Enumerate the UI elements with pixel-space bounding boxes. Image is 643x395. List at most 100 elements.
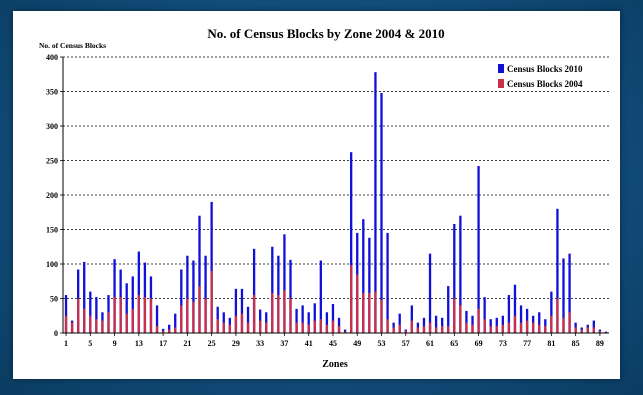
y-tick-label: 50 [50,295,58,304]
bar-2004-zone-53 [380,299,383,333]
bar-2010-zone-83 [562,258,565,333]
bar-2004-zone-10 [119,297,122,333]
bar-2004-zone-60 [422,326,426,333]
bar-2010-zone-19 [174,313,177,333]
bar-2004-zone-44 [325,324,329,333]
bar-2004-zone-31 [246,322,250,333]
chart-panel: No. of Census Blocks by Zone 2004 & 2010… [13,11,620,379]
bar-2004-zone-45 [331,320,335,333]
bar-2010-zone-67 [465,310,468,333]
bar-2010-zone-48 [350,152,353,333]
bar-2004-zone-82 [556,298,559,333]
bar-2004-zone-59 [416,327,420,333]
bar-2004-zone-42 [313,320,316,333]
bar-2004-zone-36 [277,295,280,333]
bar-2010-zone-13 [137,251,140,333]
bar-2010-zone-63 [441,317,444,333]
x-tick-label: 29 [232,339,240,348]
bar-2004-zone-5 [89,315,92,333]
bar-2004-zone-87 [586,327,589,333]
bar-2004-zone-86 [580,329,583,333]
census-blocks-chart: No. of Census Blocks by Zone 2004 & 2010… [39,26,609,370]
x-tick-label: 85 [572,339,580,348]
bar-2004-zone-55 [392,327,395,333]
bar-2010-zone-1 [64,295,68,333]
bar-2010-zone-51 [368,237,371,333]
bar-2004-zone-17 [161,330,165,333]
bar-2004-zone-18 [168,329,171,333]
legend-swatch [498,79,504,88]
bar-2004-zone-1 [64,315,68,333]
x-tick-label: 33 [256,339,264,348]
bar-2010-zone-75 [513,284,517,333]
bar-2004-zone-4 [83,308,86,333]
y-tick-label: 200 [46,191,58,200]
bar-2004-zone-27 [222,322,225,333]
bar-2004-zone-15 [149,298,153,333]
bar-2010-zone-47 [343,329,347,333]
bar-2010-zone-21 [186,255,189,333]
bar-2004-zone-43 [319,319,322,333]
x-tick-label: 49 [353,339,361,348]
bar-2010-zone-58 [410,305,413,333]
x-axis-ticks: 1 5 9 13 17 21 25 29 33 37 41 45 49 53 57 61 65 69 73 77 81 8… [64,333,604,348]
y-tick-label: 300 [46,122,58,131]
bar-2004-zone-6 [95,319,98,333]
bar-2010-zone-61 [428,253,432,333]
bar-2004-zone-29 [234,315,238,333]
bar-2010-zone-12 [131,276,134,333]
bar-2010-zone-60 [422,317,426,333]
bar-2004-zone-46 [337,326,341,333]
bar-2004-zone-14 [143,297,147,333]
x-tick-label: 89 [596,339,604,348]
legend: Census Blocks 2010 Census Blocks 2004 [498,64,583,89]
bar-2004-zone-48 [350,265,353,333]
y-tick-label: 0 [54,329,58,338]
x-tick-label: 25 [208,339,216,348]
bar-2010-zone-74 [507,295,511,333]
bar-2010-zone-31 [246,306,250,333]
x-tick-label: 41 [305,339,313,348]
legend-swatch [498,64,504,73]
bar-2010-zone-73 [501,315,504,333]
bar-2004-zone-50 [362,292,365,333]
bar-2004-zone-26 [216,319,219,333]
bar-2004-zone-16 [155,326,159,333]
bar-2004-zone-73 [501,324,504,333]
bar-2004-zone-77 [525,320,529,333]
bar-2004-zone-32 [252,295,256,333]
bar-2004-zone-88 [592,327,595,333]
bar-2010-zone-44 [325,312,329,333]
x-tick-label: 81 [547,339,555,348]
x-axis-label: Zones [322,359,348,370]
x-tick-label: 69 [475,339,483,348]
bar-2004-zone-57 [404,330,407,333]
bar-2010-zone-4 [83,261,86,333]
bar-2010-zone-82 [556,208,559,333]
y-axis-label: No. of Census Blocks [39,41,106,50]
bar-2010-zone-6 [95,297,98,333]
bar-2010-zone-79 [538,312,541,333]
x-tick-label: 73 [499,339,507,348]
bar-2004-zone-62 [434,327,438,333]
bar-2004-zone-75 [513,315,517,333]
bar-2004-zone-28 [228,324,231,333]
y-axis-ticks: 0 50 100 150 200 250 300 350 400 [46,53,63,338]
bar-2004-zone-2 [70,322,74,333]
bar-2004-zone-72 [495,326,498,333]
bar-2010-zone-39 [295,308,298,333]
bar-2004-zone-54 [386,319,389,333]
bar-2010-zone-16 [155,305,159,333]
bar-2004-zone-23 [198,286,201,333]
bar-2010-zone-32 [252,248,256,333]
bar-2004-zone-61 [428,322,432,333]
x-tick-label: 13 [135,339,143,348]
bar-2010-zone-5 [89,291,92,333]
bar-2004-zone-69 [477,308,480,333]
bar-2010-zone-25 [210,201,213,333]
bar-2004-zone-34 [265,322,268,333]
y-tick-label: 250 [46,157,58,166]
bar-2004-zone-81 [550,315,553,333]
bar-2004-zone-47 [343,331,347,333]
x-tick-label: 53 [378,339,386,348]
